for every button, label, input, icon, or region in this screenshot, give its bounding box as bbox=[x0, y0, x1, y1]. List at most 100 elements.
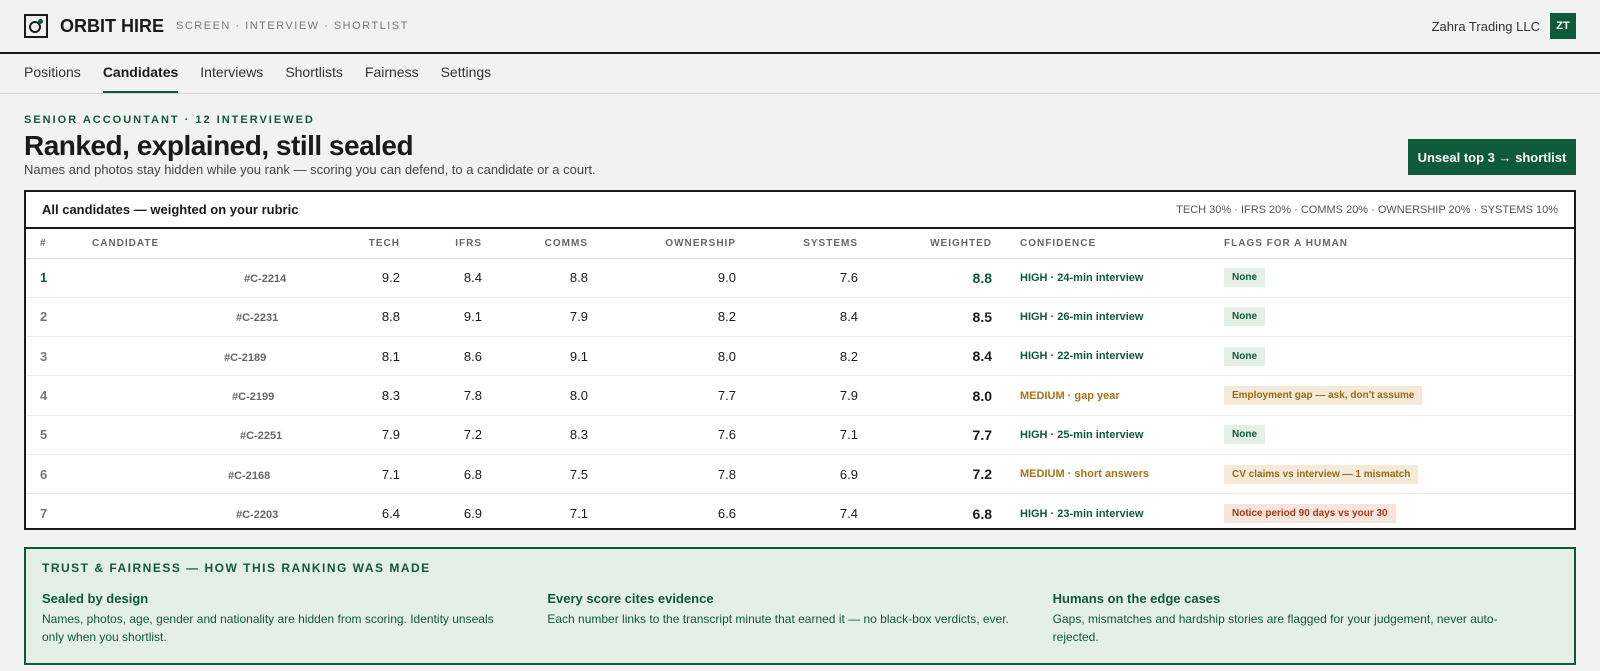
ownership-score[interactable]: 7.7 bbox=[588, 375, 736, 416]
systems-score[interactable]: 7.4 bbox=[839, 506, 858, 522]
tech-score[interactable]: 7.9 bbox=[318, 415, 400, 455]
user-avatar[interactable]: ZT bbox=[1550, 13, 1576, 39]
ifrs-score[interactable]: 6.9 bbox=[463, 506, 482, 522]
col-ownership[interactable]: OWNERSHIP bbox=[588, 229, 736, 259]
rank-cell: 1 bbox=[26, 258, 78, 298]
table-title: All candidates — weighted on your rubric bbox=[42, 202, 299, 217]
col-candidate[interactable]: CANDIDATE bbox=[78, 229, 318, 259]
confidence-label: MEDIUM · gap year bbox=[992, 375, 1224, 416]
rank-cell: 2 bbox=[26, 297, 78, 338]
systems-score[interactable]: 7.6 bbox=[736, 258, 858, 298]
weighted-score: 8.4 bbox=[858, 336, 992, 377]
ownership-score[interactable]: 7.6 bbox=[588, 415, 736, 455]
comms-score[interactable]: 8.0 bbox=[482, 375, 588, 416]
systems-score[interactable]: 7.1 bbox=[736, 415, 858, 455]
table-row[interactable]: 7 #C-2203 6.4 6.9 7.1 6.6 7.4 6.8 HIGH ·… bbox=[26, 494, 1574, 533]
table-row[interactable]: 5 #C-2251 7.9 7.2 8.3 7.6 7.1 7.7 HIGH ·… bbox=[26, 415, 1574, 455]
trust-fairness-panel: TRUST & FAIRNESS — HOW THIS RANKING WAS … bbox=[24, 547, 1576, 665]
rank-cell: 4 bbox=[26, 375, 78, 416]
confidence-label: HIGH · 25-min interview bbox=[992, 415, 1224, 455]
tech-score[interactable]: 7.1 bbox=[318, 454, 400, 495]
comms-score[interactable]: 7.9 bbox=[482, 297, 588, 338]
candidate-id[interactable]: #C-2189 bbox=[224, 351, 267, 364]
trust-item-text: Names, photos, age, gender and nationali… bbox=[42, 612, 494, 644]
col-systems[interactable]: SYSTEMS bbox=[736, 229, 858, 259]
ifrs-score[interactable]: 8.4 bbox=[400, 258, 482, 298]
tab-interviews[interactable]: Interviews bbox=[200, 64, 264, 80]
flag-badge[interactable]: Employment gap — ask, don't assume bbox=[1224, 386, 1423, 406]
tech-score[interactable]: 8.1 bbox=[318, 336, 400, 377]
ownership-score[interactable]: 9.0 bbox=[588, 258, 736, 298]
ownership-score[interactable]: 8.0 bbox=[588, 336, 736, 377]
candidate-id[interactable]: #C-2231 bbox=[236, 312, 279, 325]
comms-score[interactable]: 8.8 bbox=[482, 258, 588, 298]
systems-score[interactable]: 8.4 bbox=[736, 297, 858, 338]
tab-candidates[interactable]: Candidates bbox=[102, 64, 179, 93]
ifrs-score[interactable]: 6.8 bbox=[400, 454, 482, 495]
comms-score[interactable]: 9.1 bbox=[482, 336, 588, 377]
comms-score[interactable]: 8.3 bbox=[482, 415, 588, 455]
col-weighted[interactable]: WEIGHTED bbox=[858, 229, 992, 259]
candidate-id[interactable]: #C-2199 bbox=[232, 391, 275, 404]
col-confidence[interactable]: CONFIDENCE bbox=[992, 229, 1224, 259]
comms-score[interactable]: 7.1 bbox=[569, 506, 588, 522]
col-ifrs[interactable]: IFRS bbox=[400, 229, 482, 259]
col-rank[interactable]: # bbox=[26, 229, 78, 259]
tab-positions[interactable]: Positions bbox=[24, 64, 81, 80]
confidence-label: MEDIUM · short answers bbox=[992, 454, 1224, 495]
flag-badge[interactable]: None bbox=[1224, 425, 1265, 445]
flag-badge[interactable]: None bbox=[1224, 346, 1265, 366]
ownership-score[interactable]: 7.8 bbox=[588, 454, 736, 495]
page-subtitle: Names and photos stay hidden while you r… bbox=[24, 162, 596, 177]
rank-cell: 5 bbox=[26, 415, 78, 455]
tech-score[interactable]: 8.8 bbox=[318, 297, 400, 338]
page-header: SENIOR ACCOUNTANT · 12 INTERVIEWED Ranke… bbox=[0, 94, 1600, 190]
systems-score[interactable]: 8.2 bbox=[736, 336, 858, 377]
unseal-shortlist-button[interactable]: Unseal top 3 → shortlist bbox=[1408, 139, 1576, 175]
flag-badge[interactable]: None bbox=[1224, 307, 1265, 327]
weighted-score: 6.8 bbox=[972, 505, 992, 522]
systems-score[interactable]: 7.9 bbox=[736, 375, 858, 416]
confidence-label: HIGH · 24-min interview bbox=[992, 258, 1224, 298]
candidate-id[interactable]: #C-2251 bbox=[240, 430, 283, 443]
tab-fairness[interactable]: Fairness bbox=[364, 64, 419, 80]
table-row[interactable]: 3 #C-2189 8.1 8.6 9.1 8.0 8.2 8.4 HIGH ·… bbox=[26, 336, 1574, 377]
organization-name[interactable]: Zahra Trading LLC bbox=[1431, 18, 1540, 34]
candidate-id[interactable]: #C-2168 bbox=[228, 469, 271, 482]
ownership-score[interactable]: 6.6 bbox=[717, 506, 736, 522]
flag-badge[interactable]: CV claims vs interview — 1 mismatch bbox=[1224, 464, 1419, 484]
rubric-weights: TECH 30% · IFRS 20% · COMMS 20% · OWNERS… bbox=[1176, 203, 1558, 216]
ifrs-score[interactable]: 8.6 bbox=[400, 336, 482, 377]
ifrs-score[interactable]: 7.8 bbox=[400, 375, 482, 416]
table-column-headers: # CANDIDATE TECH IFRS COMMS OWNERSHIP SY… bbox=[26, 229, 1574, 259]
tab-shortlists[interactable]: Shortlists bbox=[285, 64, 343, 80]
systems-score[interactable]: 6.9 bbox=[736, 454, 858, 495]
tech-score[interactable]: 6.4 bbox=[381, 506, 400, 522]
trust-item-humans: Humans on the edge cases Gaps, mismatche… bbox=[1053, 591, 1558, 646]
tech-score[interactable]: 9.2 bbox=[318, 258, 400, 298]
flag-badge[interactable]: None bbox=[1224, 268, 1265, 288]
table-row[interactable]: 1 #C-2214 9.2 8.4 8.8 9.0 7.6 8.8 HIGH ·… bbox=[26, 258, 1574, 298]
comms-score[interactable]: 7.5 bbox=[482, 454, 588, 495]
candidate-id[interactable]: #C-2203 bbox=[236, 509, 279, 522]
col-comms[interactable]: COMMS bbox=[482, 229, 588, 259]
col-tech[interactable]: TECH bbox=[318, 229, 400, 259]
ifrs-score[interactable]: 9.1 bbox=[400, 297, 482, 338]
table-row[interactable]: 4 #C-2199 8.3 7.8 8.0 7.7 7.9 8.0 MEDIUM… bbox=[26, 375, 1574, 416]
col-flags[interactable]: FLAGS FOR A HUMAN bbox=[1224, 229, 1574, 259]
ifrs-score[interactable]: 7.2 bbox=[400, 415, 482, 455]
tech-score[interactable]: 8.3 bbox=[318, 375, 400, 416]
ownership-score[interactable]: 8.2 bbox=[588, 297, 736, 338]
candidate-id[interactable]: #C-2214 bbox=[244, 273, 287, 286]
trust-item-title: Every score cites evidence bbox=[547, 591, 714, 606]
trust-item-title: Sealed by design bbox=[42, 591, 149, 606]
table-row[interactable]: 6 #C-2168 7.1 6.8 7.5 7.8 6.9 7.2 MEDIUM… bbox=[26, 454, 1574, 495]
trust-item-evidence: Every score cites evidence Each number l… bbox=[547, 591, 1052, 646]
tab-settings[interactable]: Settings bbox=[440, 64, 492, 80]
position-eyebrow: SENIOR ACCOUNTANT · 12 INTERVIEWED bbox=[24, 114, 315, 126]
brand-name[interactable]: ORBIT HIRE bbox=[60, 15, 165, 36]
orbit-logo-icon[interactable] bbox=[24, 14, 48, 38]
confidence-label: HIGH · 23-min interview bbox=[1020, 507, 1144, 520]
table-row[interactable]: 2 #C-2231 8.8 9.1 7.9 8.2 8.4 8.5 HIGH ·… bbox=[26, 297, 1574, 338]
flag-badge[interactable]: Notice period 90 days vs your 30 bbox=[1224, 504, 1396, 524]
